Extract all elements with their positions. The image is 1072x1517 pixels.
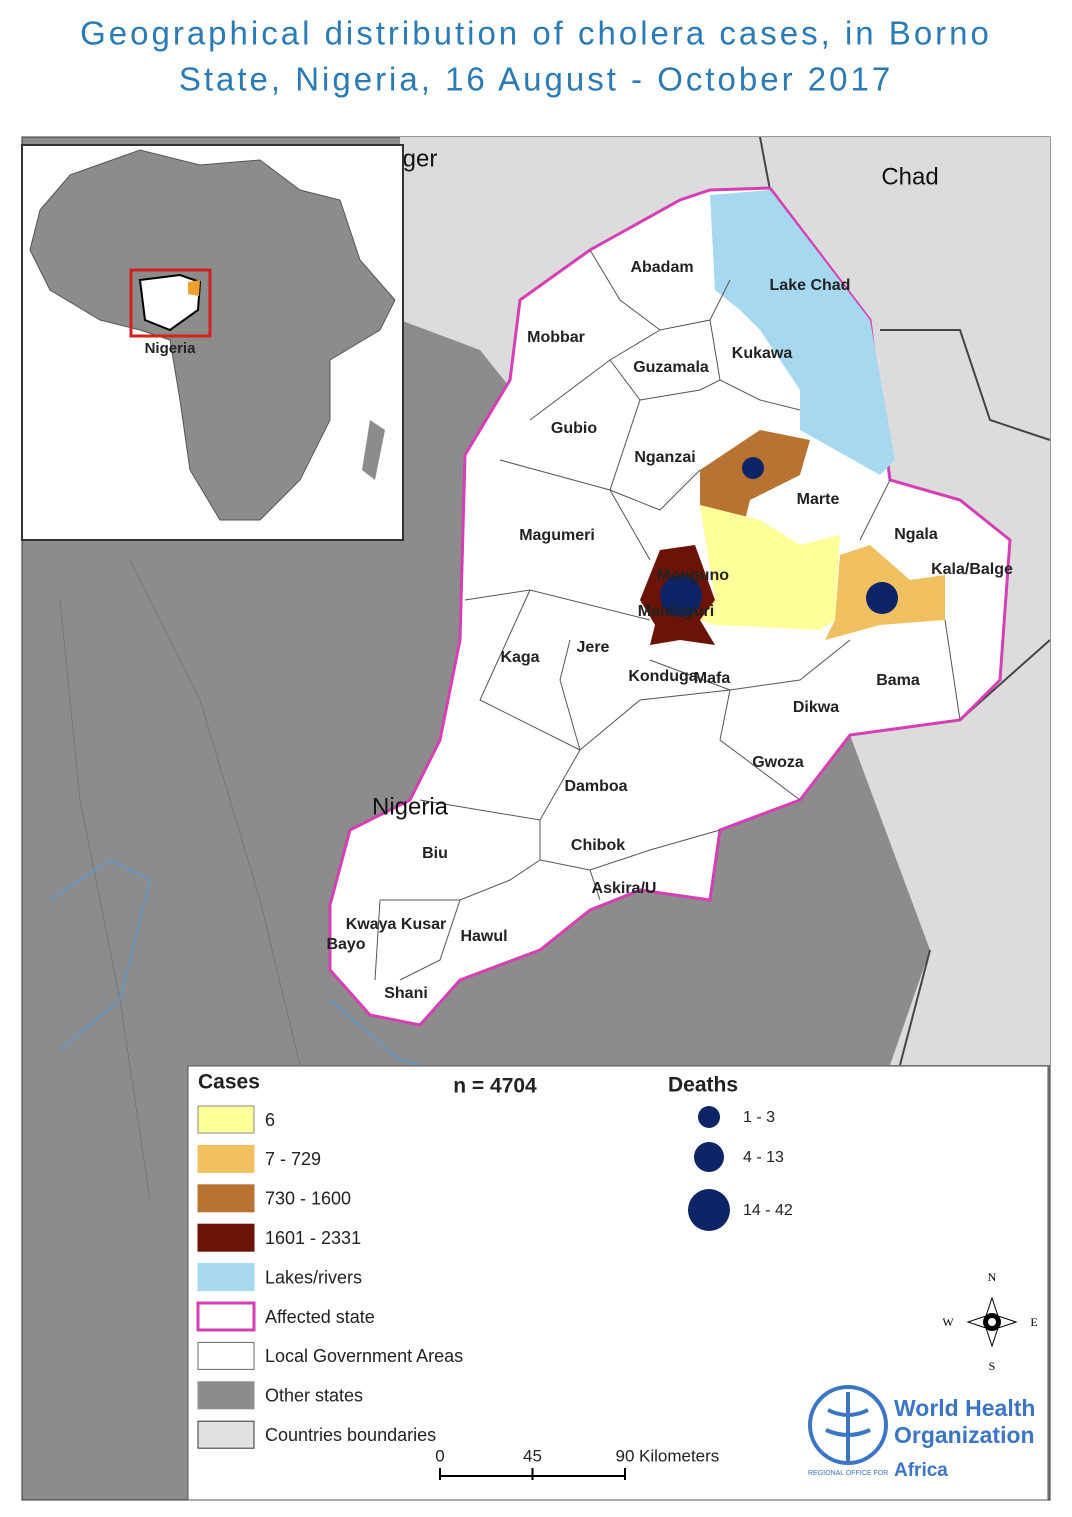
madagascar [362,420,385,480]
lga-label: Dikwa [793,699,839,716]
lga-label: Jere [577,639,610,656]
logo-text: World Health [894,1395,1035,1421]
legend-label: Local Government Areas [265,1346,463,1366]
inset-label: Nigeria [145,340,197,357]
lga-label: Hawul [460,928,507,945]
death-marker [660,575,702,617]
scale-unit: Kilometers [639,1446,719,1465]
lga-label: Lake Chad [770,277,851,294]
state-boundary [59,559,301,1201]
lga-label: Bayo [326,936,365,953]
compass: N E S W [942,1270,1037,1373]
legend-title: Cases [198,1071,260,1094]
lga-label: Mobbar [527,329,585,346]
inset-highlight [129,268,212,338]
sample-size: n = 4704 [453,1075,537,1098]
legend-label: 7 - 729 [265,1149,321,1169]
compass-label: E [1030,1315,1037,1329]
lga-label: Magumeri [519,527,595,544]
logo-text: Africa [894,1460,948,1481]
compass-label: N [988,1270,997,1284]
region-cases [700,505,840,630]
death-marker [742,457,764,479]
lga-label: Askira/U [592,880,657,897]
legend-dot [698,1106,720,1128]
lga-label: Maiduguri [638,603,714,620]
lga-boundary [374,249,961,981]
lga-label: Chibok [571,837,625,854]
lga-label: Monguno [657,567,729,584]
legend-swatch [197,1144,255,1173]
inset-borno [188,280,200,296]
legend-label: 1 - 3 [743,1109,775,1126]
legend-label: Other states [265,1386,363,1406]
lga-label: Gwoza [752,754,804,771]
lga-label: Kaga [500,649,539,666]
legend-swatch [197,1184,255,1213]
legend-swatch [197,1263,255,1292]
scale-label: 0 [435,1446,444,1465]
lake-chad [710,190,895,475]
lga-label: Mafa [694,670,731,687]
legend-label: Lakes/rivers [265,1267,362,1287]
lga-label: Kukawa [732,345,793,362]
lga-label: Marte [797,491,840,508]
legend-swatch [197,1420,255,1449]
legend-dot [694,1142,724,1172]
legend-label: 14 - 42 [743,1202,793,1219]
legend-label: 6 [265,1110,275,1130]
title-line: State, Nigeria, 16 August - October 2017 [179,61,893,98]
legend-label: Countries boundaries [265,1425,436,1445]
lga-label: Konduga [628,668,697,685]
lga-label: Kwaya Kusar [346,916,447,933]
legend-swatch [197,1381,255,1410]
lga-label: Shani [384,985,428,1002]
country-boundary [759,136,1051,1066]
legend-label: 4 - 13 [743,1149,784,1166]
lga-label: Bama [876,672,920,689]
scale-label: 45 [523,1446,542,1465]
lga-label: Nganzai [634,449,695,466]
logo-text: REGIONAL OFFICE FOR [808,1470,888,1477]
river [49,859,421,1066]
legend-label: Affected state [265,1307,375,1327]
lga-label: Damboa [564,778,627,795]
compass-label: W [942,1315,954,1329]
country-label: Nigeria [372,793,449,820]
legend-swatch [197,1341,255,1370]
inset-nigeria [138,273,202,332]
legend-dot [688,1189,730,1231]
title-line: Geographical distribution of cholera cas… [80,15,992,52]
scale-label: 90 [616,1446,635,1465]
lga-label: Biu [422,845,448,862]
death-marker [866,582,898,614]
logo-text: Organization [894,1422,1035,1448]
lga-label: Kala/Balge [931,561,1013,578]
country-label: Chad [881,163,938,190]
legend-swatch [197,1223,255,1252]
compass-label: S [989,1359,996,1373]
lga-label: Ngala [894,526,938,543]
legend-label: 1601 - 2331 [265,1228,361,1248]
lga-label: Gubio [551,420,597,437]
legend-box [187,1065,1049,1501]
legend-swatch [196,1301,256,1332]
africa [29,149,396,521]
legend-label: 730 - 1600 [265,1189,351,1209]
lga-label: Abadam [630,259,693,276]
who-logo: World Health Organization REGIONAL OFFIC… [808,1385,1035,1481]
lga-label: Guzamala [633,359,709,376]
legend-title: Deaths [668,1074,738,1097]
legend-swatch [197,1105,255,1134]
